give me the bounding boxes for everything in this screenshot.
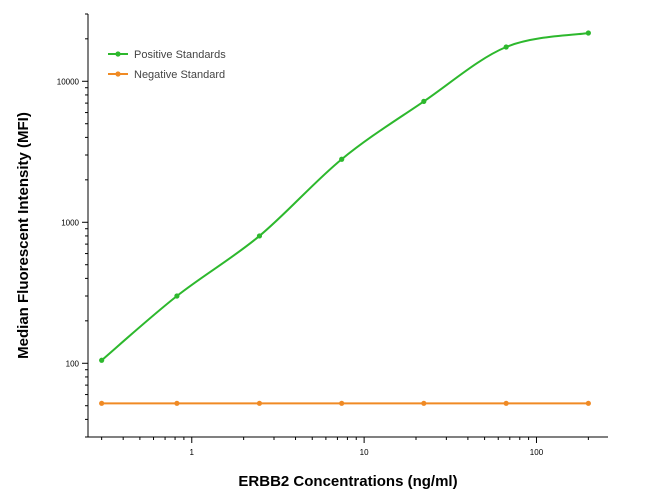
y-axis-ticks: 100 1000 10000 bbox=[57, 13, 88, 438]
data-point bbox=[585, 400, 591, 406]
data-point bbox=[174, 400, 180, 406]
legend-item: Positive Standards bbox=[108, 49, 226, 61]
series-line-positive-standards bbox=[101, 32, 589, 362]
x-tick-label: 100 bbox=[530, 448, 544, 457]
x-axis-ticks: 1 10 100 bbox=[101, 437, 589, 457]
plot-area: 1 10 100 100 1000 10000 bbox=[57, 13, 608, 457]
series-negative-standard bbox=[99, 400, 591, 406]
data-point bbox=[339, 156, 345, 162]
data-point bbox=[99, 400, 105, 406]
data-point bbox=[256, 400, 263, 406]
data-point bbox=[421, 400, 427, 406]
data-point bbox=[256, 233, 263, 239]
data-point bbox=[174, 293, 180, 299]
y-axis-title: Median Fluorescent Intensity (MFI) bbox=[15, 112, 32, 359]
series-positive-standards bbox=[99, 30, 591, 363]
legend-label: Positive Standards bbox=[134, 49, 226, 61]
legend-swatch-marker bbox=[115, 51, 121, 57]
legend: Positive Standards Negative Standard bbox=[108, 49, 226, 81]
data-point bbox=[421, 98, 427, 104]
data-point bbox=[99, 357, 105, 363]
legend-label: Negative Standard bbox=[134, 69, 225, 81]
series-layer bbox=[99, 30, 591, 406]
data-point bbox=[503, 44, 509, 50]
y-tick-label: 10000 bbox=[57, 77, 80, 86]
x-axis-title: ERBB2 Concentrations (ng/ml) bbox=[238, 473, 457, 490]
data-point bbox=[339, 400, 345, 406]
y-tick-label: 100 bbox=[66, 359, 80, 368]
legend-item: Negative Standard bbox=[108, 69, 225, 81]
x-tick-label: 10 bbox=[360, 448, 369, 457]
x-tick-label: 1 bbox=[190, 448, 195, 457]
data-point bbox=[503, 400, 509, 406]
legend-swatch-marker bbox=[115, 71, 121, 77]
y-tick-label: 1000 bbox=[61, 218, 79, 227]
data-point bbox=[585, 30, 591, 36]
